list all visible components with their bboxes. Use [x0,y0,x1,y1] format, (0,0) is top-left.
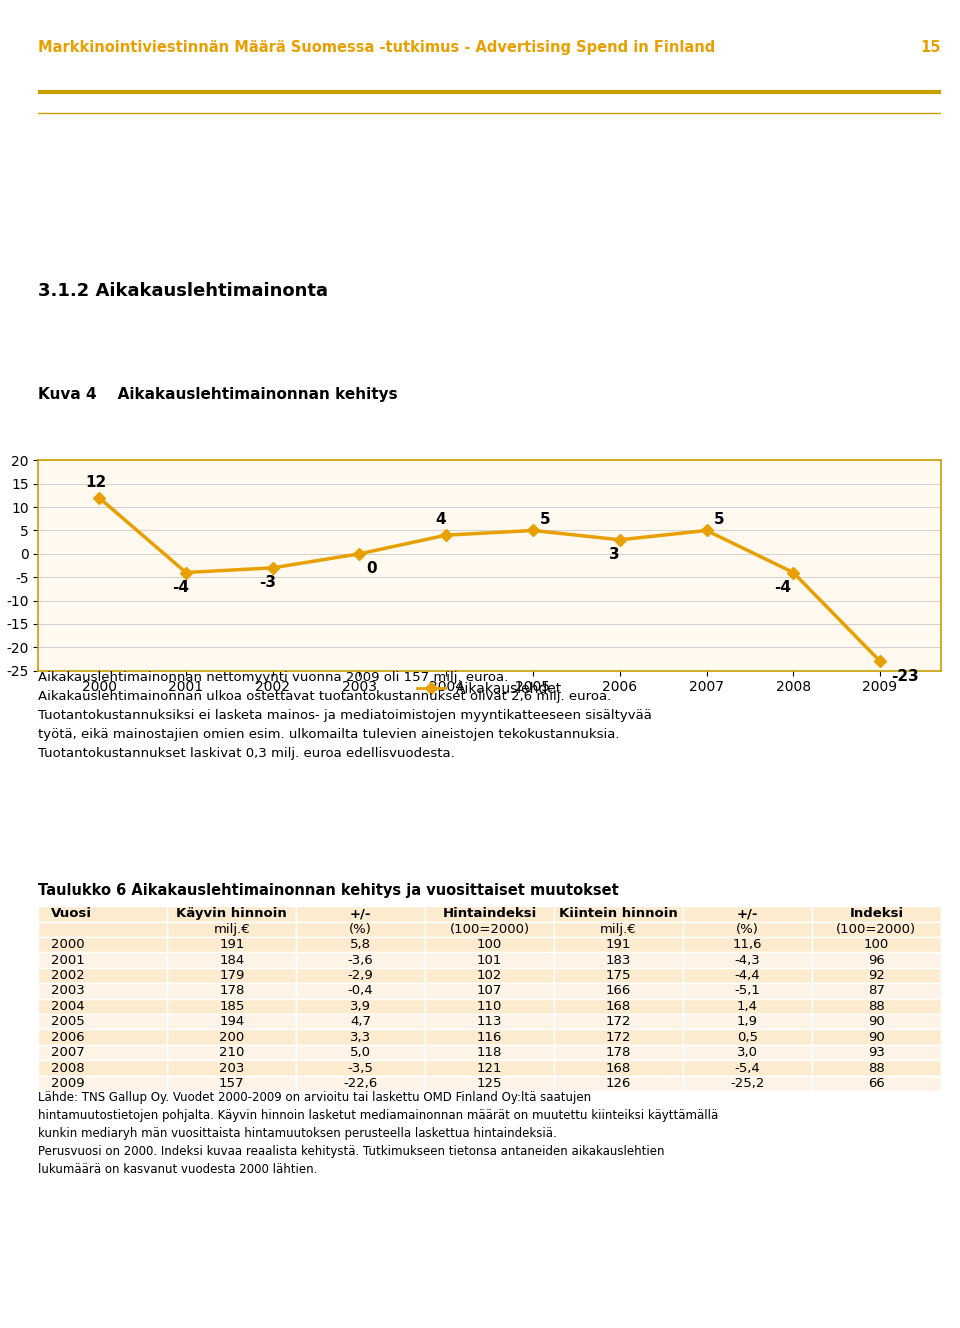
Text: Kuva 4    Aikakauslehtimainonnan kehitys: Kuva 4 Aikakauslehtimainonnan kehitys [38,386,398,402]
Text: 3.1.2 Aikakauslehtimainonta: 3.1.2 Aikakauslehtimainonta [38,282,328,300]
Legend: Aikakauslehdet: Aikakauslehdet [412,676,567,701]
Text: Markkinointiviestinnän Määrä Suomessa -tutkimus - Advertising Spend in Finland: Markkinointiviestinnän Määrä Suomessa -t… [38,40,715,54]
Text: Lähde: TNS Gallup Oy. Vuodet 2000-2009 on arvioitu tai laskettu OMD Finland Oy:l: Lähde: TNS Gallup Oy. Vuodet 2000-2009 o… [38,1092,719,1177]
Text: 12: 12 [85,474,107,490]
Text: 15: 15 [921,40,941,54]
Text: 4: 4 [435,513,445,527]
Text: -23: -23 [891,669,919,684]
Text: -4: -4 [774,580,791,595]
Text: 5: 5 [540,511,550,526]
Text: 3: 3 [609,547,619,562]
Text: 5: 5 [713,511,724,526]
Text: 0: 0 [367,562,377,576]
Text: Aikakauslehtimainonnan nettomyynti vuonna 2009 oli 157 milj. euroa.
Aikakausleht: Aikakauslehtimainonnan nettomyynti vuonn… [38,671,652,760]
Text: Taulukko 6 Aikakauslehtimainonnan kehitys ja vuosittaiset muutokset: Taulukko 6 Aikakauslehtimainonnan kehity… [38,883,619,898]
Text: -3: -3 [259,575,276,590]
Text: -4: -4 [172,580,189,595]
